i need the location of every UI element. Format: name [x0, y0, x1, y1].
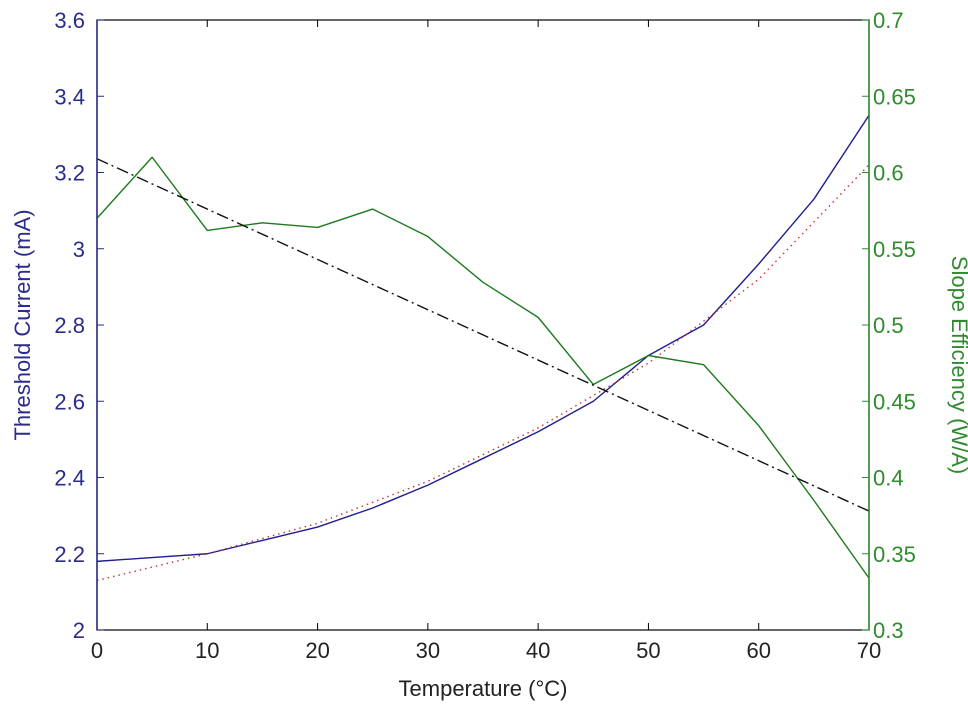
- x-tick-label: 40: [526, 638, 550, 663]
- left-y-tick-label: 2.4: [54, 466, 85, 491]
- slope-efficiency-fit-line: [96, 158, 870, 512]
- right-y-tick-label: 0.55: [873, 237, 916, 262]
- right-y-tick-label: 0.65: [873, 84, 916, 109]
- left-y-tick-label: 2: [73, 618, 85, 643]
- x-tick-label: 70: [857, 638, 881, 663]
- x-tick-label: 10: [195, 638, 219, 663]
- left-y-tick-label: 2.2: [54, 542, 85, 567]
- right-y-axis: 0.3 0.35 0.4 0.45 0.5 0.55 0.6 0.65 0.7: [862, 8, 916, 643]
- threshold-current-line: [96, 114, 870, 563]
- plot-frame: [96, 19, 870, 631]
- right-y-axis-title: Slope Efficiency (W/A): [947, 256, 968, 474]
- x-axis-title: Temperature (°C): [399, 676, 568, 701]
- left-y-tick-label: 2.6: [54, 389, 85, 414]
- x-axis: 0 10 20 30 40 50 60 70: [91, 20, 881, 663]
- left-y-tick-label: 3.6: [54, 8, 85, 33]
- right-y-tick-label: 0.6: [873, 161, 904, 186]
- right-y-tick-label: 0.4: [873, 466, 904, 491]
- left-y-tick-label: 3: [73, 237, 85, 262]
- right-y-tick-label: 0.5: [873, 313, 904, 338]
- left-y-tick-label: 3.2: [54, 161, 85, 186]
- series-layer: [96, 114, 870, 582]
- x-tick-label: 60: [746, 638, 770, 663]
- left-y-tick-label: 2.8: [54, 313, 85, 338]
- threshold-current-fit-line: [96, 164, 870, 582]
- right-y-tick-label: 0.35: [873, 542, 916, 567]
- slope-efficiency-line: [96, 156, 870, 579]
- left-y-axis: 2 2.2 2.4 2.6 2.8 3 3.2 3.4 3.6: [54, 8, 104, 643]
- x-tick-label: 50: [636, 638, 660, 663]
- right-y-tick-label: 0.7: [873, 8, 904, 33]
- x-tick-label: 30: [416, 638, 440, 663]
- x-tick-label: 0: [91, 638, 103, 663]
- right-y-tick-label: 0.3: [873, 618, 904, 643]
- x-tick-label: 20: [305, 638, 329, 663]
- left-y-axis-title: Threshold Current (mA): [10, 209, 35, 440]
- left-y-tick-label: 3.4: [54, 84, 85, 109]
- plot-area: [96, 19, 870, 631]
- right-y-tick-label: 0.45: [873, 389, 916, 414]
